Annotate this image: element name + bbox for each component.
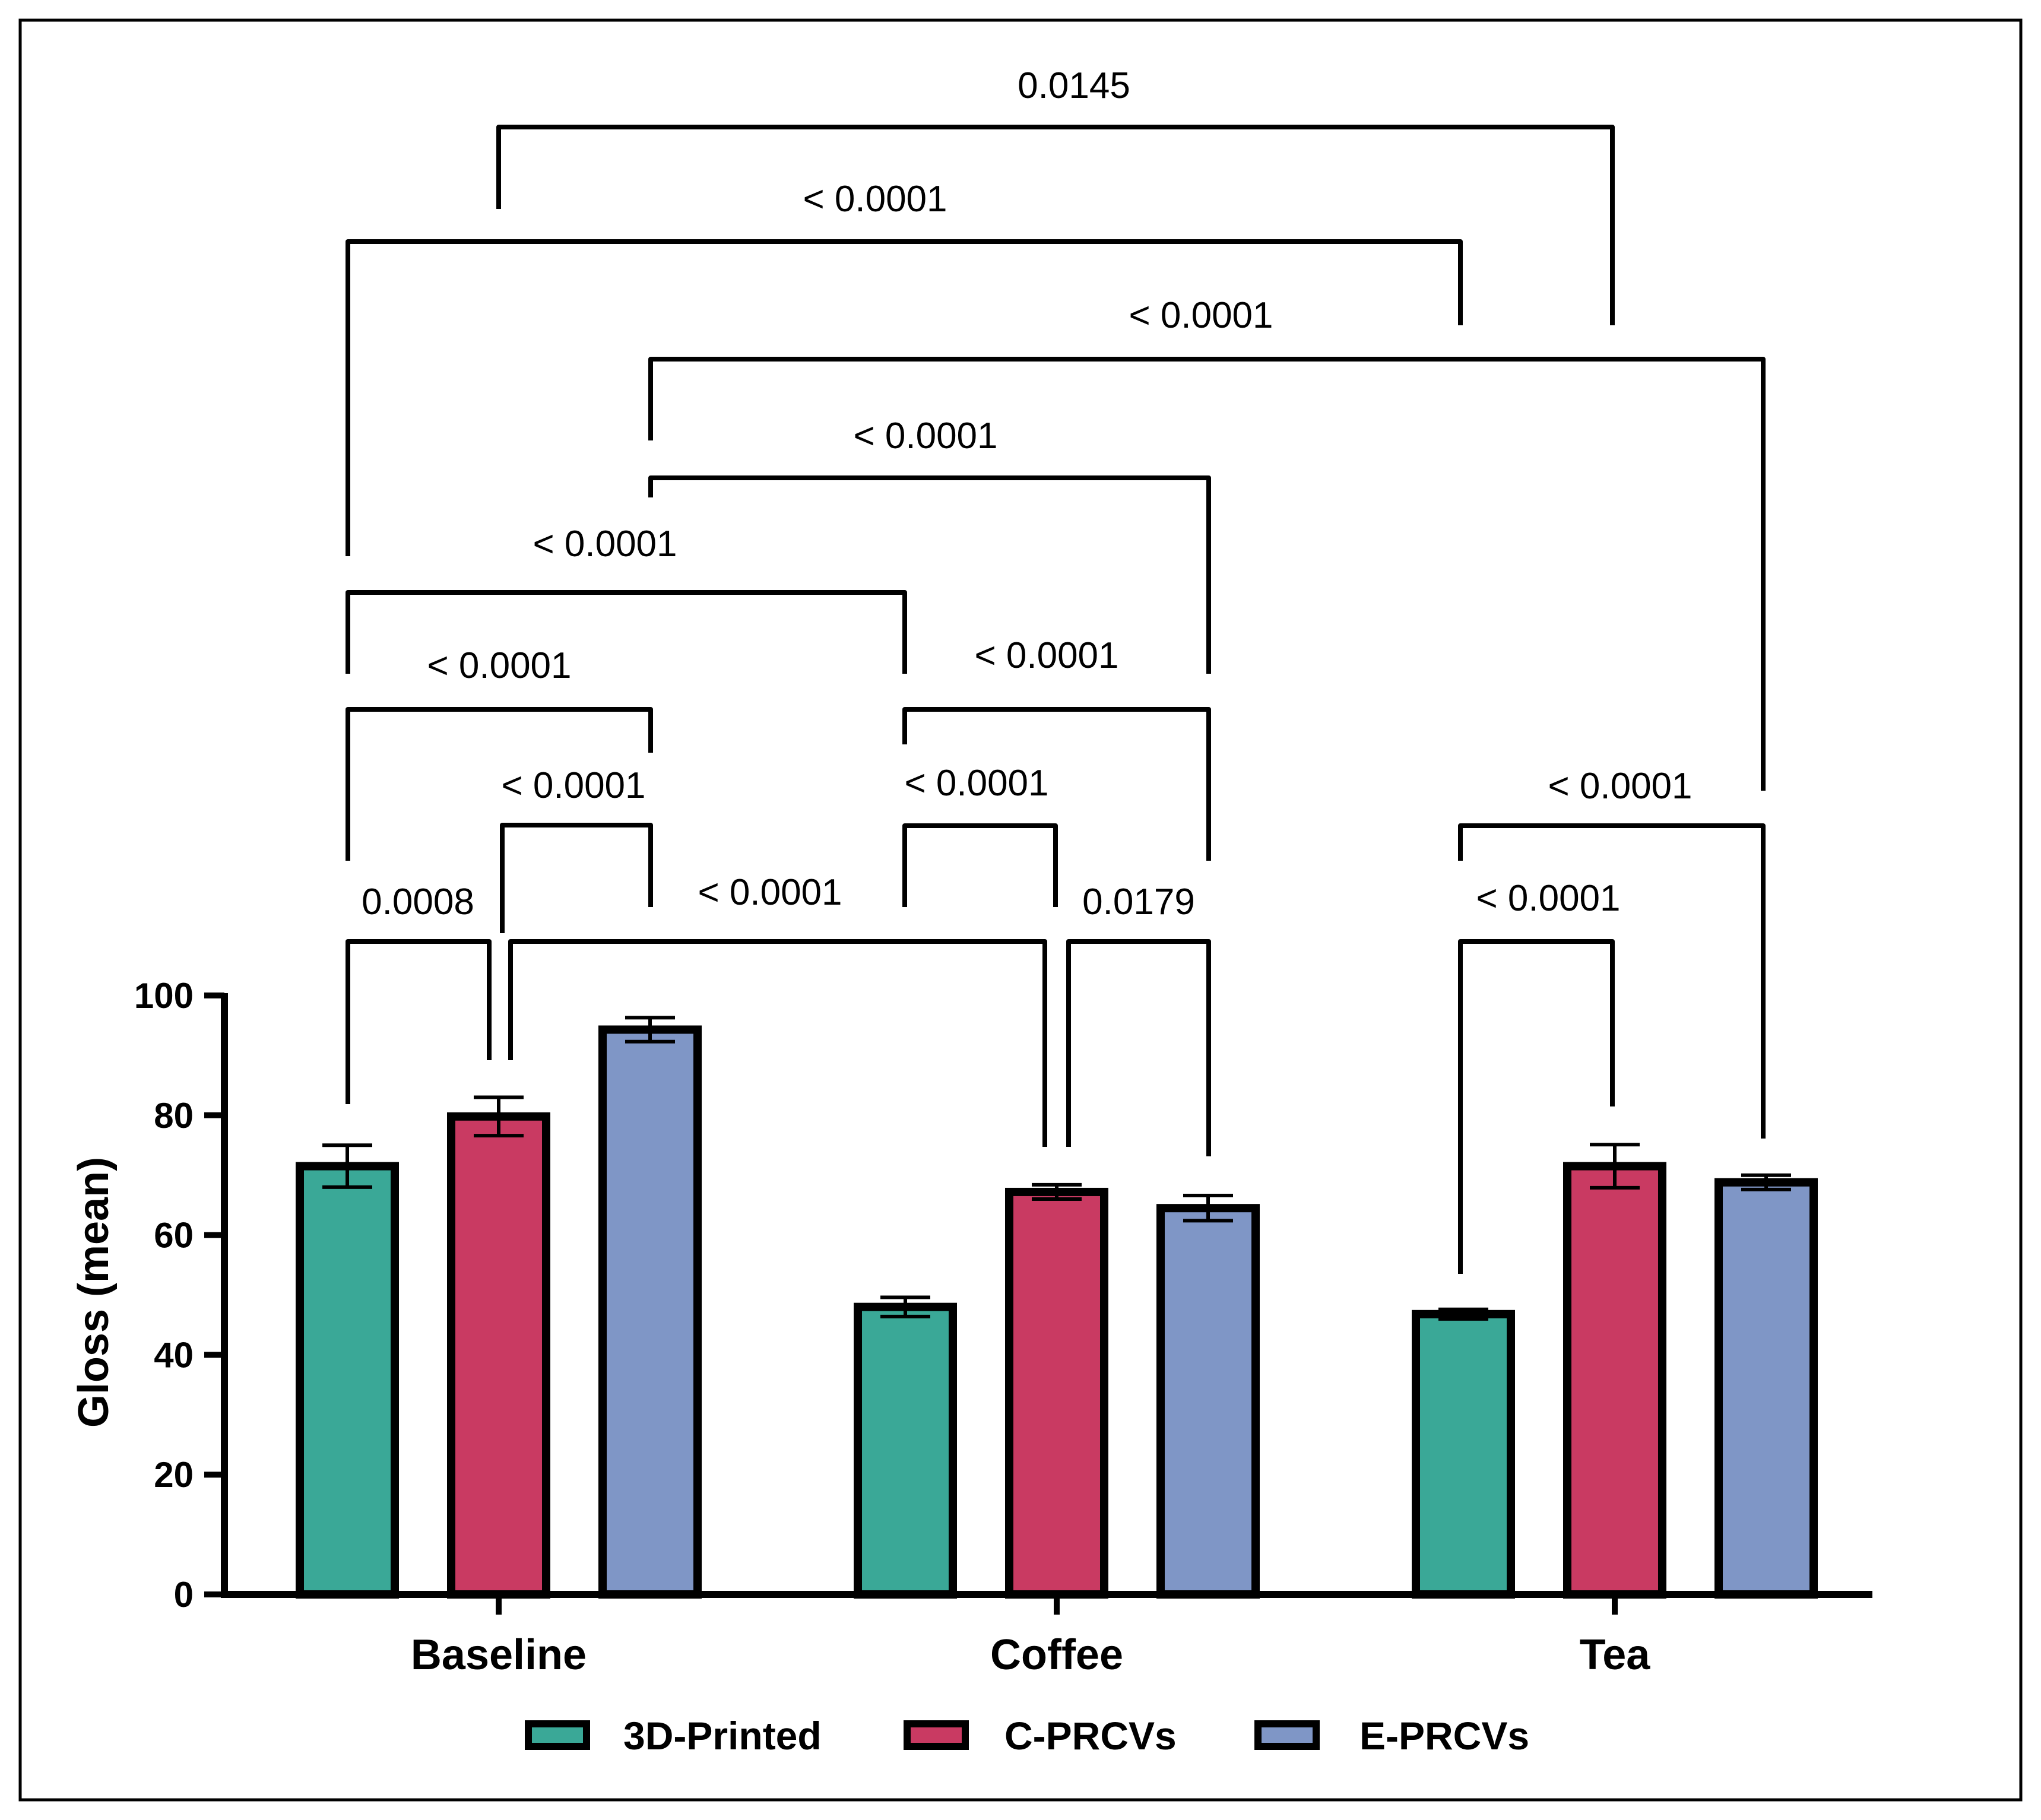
significance-bracket	[500, 823, 653, 933]
significance-bracket	[1458, 823, 1766, 1139]
significance-bracket	[902, 707, 1211, 861]
significance-bracket	[648, 475, 1211, 674]
bar-coffee-3d-printed	[854, 1302, 957, 1599]
p-value-label: 0.0008	[362, 882, 474, 922]
legend-swatch-3d-printed	[525, 1720, 590, 1750]
p-value-label: 0.0145	[1018, 65, 1130, 106]
y-axis-label: Gloss (mean)	[70, 1157, 118, 1428]
p-value-label: < 0.0001	[853, 416, 997, 456]
y-tick-label: 80	[154, 1096, 194, 1136]
significance-bracket	[496, 125, 1615, 325]
legend: 3D-Printed C-PRCVs E-PRCVs	[525, 1714, 1529, 1758]
significance-bracket	[1066, 939, 1211, 1156]
error-bars	[322, 1016, 1791, 1321]
y-tick-label: 60	[154, 1216, 194, 1255]
p-value-label: < 0.0001	[803, 179, 947, 220]
p-value-label: < 0.0001	[1548, 766, 1692, 807]
legend-label-3d-printed: 3D-Printed	[623, 1714, 822, 1758]
x-tick-label-baseline: Baseline	[411, 1631, 587, 1679]
significance-bracket	[902, 823, 1058, 907]
p-value-label: < 0.0001	[904, 763, 1048, 804]
significance-brackets: 0.0008 < 0.0001 < 0.0001 < 0.0001 < 0.0001 < …	[346, 65, 1766, 1274]
y-tick-label: 40	[154, 1335, 194, 1375]
bar-tea-3d-printed	[1412, 1309, 1515, 1599]
p-value-label: < 0.0001	[427, 645, 571, 686]
bar-baseline-e-prcvs	[598, 1025, 702, 1599]
axes: 0 20 40 60 80 100 Baseline Coffee Tea	[134, 976, 1872, 1679]
p-value-label: < 0.0001	[974, 635, 1118, 676]
legend-label-c-prcvs: C-PRCVs	[1004, 1714, 1177, 1758]
y-tick-label: 100	[134, 976, 194, 1016]
legend-label-e-prcvs: E-PRCVs	[1359, 1714, 1529, 1758]
significance-bracket	[346, 707, 653, 861]
x-tick-label-coffee: Coffee	[990, 1631, 1123, 1679]
bar-tea-e-prcvs	[1714, 1178, 1818, 1599]
p-value-label: 0.0179	[1082, 882, 1195, 922]
significance-bracket	[346, 939, 492, 1104]
legend-swatch-e-prcvs	[1254, 1720, 1320, 1750]
p-value-label: < 0.0001	[1476, 878, 1620, 919]
bar-baseline-c-prcvs	[447, 1112, 550, 1599]
significance-bracket	[1458, 939, 1615, 1274]
significance-bracket	[346, 239, 1463, 556]
y-tick-label: 20	[154, 1455, 194, 1495]
p-value-label: < 0.0001	[698, 872, 842, 913]
legend-swatch-c-prcvs	[904, 1720, 969, 1750]
significance-bracket	[648, 357, 1766, 791]
p-value-label: < 0.0001	[533, 524, 677, 565]
bar-baseline-3d-printed	[296, 1162, 399, 1599]
p-value-label: < 0.0001	[501, 765, 645, 806]
bar-tea-c-prcvs	[1563, 1162, 1666, 1599]
p-value-label: < 0.0001	[1129, 295, 1273, 336]
bar-coffee-e-prcvs	[1156, 1204, 1260, 1599]
bar-coffee-c-prcvs	[1005, 1187, 1108, 1599]
y-tick-label: 0	[174, 1575, 194, 1615]
significance-bracket	[346, 590, 907, 674]
x-tick-label-tea: Tea	[1580, 1631, 1651, 1679]
significance-bracket	[508, 939, 1047, 1147]
